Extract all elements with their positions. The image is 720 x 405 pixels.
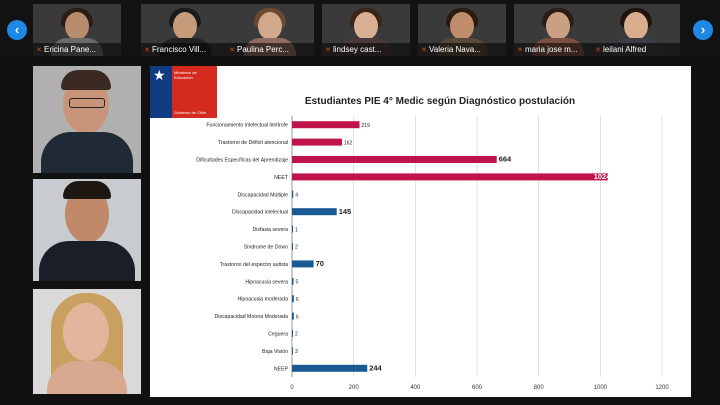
category-label: NEET (274, 175, 289, 181)
bar-value-label: 4 (295, 193, 298, 199)
bar (292, 330, 293, 337)
participant-tile[interactable]: ✕ lindsey cast... (322, 4, 410, 56)
category-label: Dificultades Específicas del Aprendizaje (196, 158, 288, 164)
x-tick-label: 1200 (655, 385, 669, 391)
bar-value-label: 70 (316, 259, 324, 268)
bar (292, 347, 293, 355)
mic-muted-icon: ✕ (517, 47, 523, 54)
category-label: Ceguera (268, 332, 288, 338)
category-label: Baja Visión (262, 349, 288, 355)
speaker-video-1[interactable] (33, 66, 141, 173)
bar (292, 173, 608, 181)
mic-muted-icon: ✕ (144, 47, 150, 54)
bar-value-label: 162 (344, 140, 353, 146)
participant-name: maria jose m... (525, 45, 578, 54)
bar-value-label: 1024 (594, 172, 612, 181)
category-label: Discapacidad Motora Moderada (214, 314, 288, 320)
shared-screen-slide: ★ Ministerio de Educación Gobierno de Ch… (150, 66, 691, 397)
participant-tile[interactable]: ✕ Francisco Vill... (141, 4, 229, 56)
category-label: Discapacidad intelectual (232, 210, 288, 216)
participant-tile[interactable]: ✕ Valeria Nava... (418, 4, 506, 56)
participant-tile[interactable]: ✕ leilani Alfred (592, 4, 680, 56)
x-tick-label: 0 (290, 385, 294, 391)
bar-value-label: 244 (369, 364, 382, 373)
category-label: Hipoacusia moderada (238, 297, 289, 303)
bar-value-label: 6 (296, 314, 299, 320)
bar-value-label: 145 (339, 207, 352, 216)
chart-title: Estudiantes PIE 4° Medic según Diagnósti… (304, 96, 576, 107)
participant-strip: ‹ › ✕ Ericina Pane... ✕ Francisco Vill... … (0, 0, 720, 62)
mic-muted-icon: ✕ (325, 47, 331, 54)
bar (292, 138, 342, 146)
participant-tile[interactable]: ✕ maria jose m... (514, 4, 602, 56)
bar (292, 277, 294, 285)
category-label: Discapacidad Múltiple (238, 192, 289, 198)
category-label: Hipoacusia severa (245, 279, 288, 285)
x-tick-label: 1000 (594, 385, 608, 391)
participant-name: Francisco Vill... (152, 45, 207, 54)
participant-name: lindsey cast... (333, 45, 382, 54)
mic-muted-icon: ✕ (421, 47, 427, 54)
bar (292, 260, 314, 268)
mic-muted-icon: ✕ (229, 47, 235, 54)
participant-tile[interactable]: ✕ Ericina Pane... (33, 4, 121, 56)
participant-name: Ericina Pane... (44, 45, 97, 54)
x-tick-label: 800 (534, 385, 545, 391)
participant-name: Valeria Nava... (429, 45, 481, 54)
bar-value-label: 6 (296, 297, 299, 303)
participant-name: leilani Alfred (603, 45, 647, 54)
category-label: Síndrome de Down (244, 245, 289, 251)
bar (292, 121, 360, 129)
category-label: Disfasia severa (253, 227, 289, 233)
mic-muted-icon: ✕ (595, 47, 601, 54)
bar (292, 364, 368, 372)
bar (292, 190, 294, 198)
category-label: Trastorno de Déficit atencional (218, 140, 288, 146)
mic-muted-icon: ✕ (36, 47, 42, 54)
speaker-video-3[interactable] (33, 289, 141, 394)
bar-value-label: 1 (295, 227, 298, 233)
bar (292, 312, 294, 320)
bar-value-label: 5 (296, 280, 299, 286)
bar-value-label: 2 (295, 245, 298, 251)
category-label: Trastorno del espectro autista (220, 262, 289, 268)
bar-value-label: 664 (499, 155, 512, 164)
bar (292, 208, 337, 216)
category-label: NEEP (274, 366, 289, 372)
prev-page-button[interactable]: ‹ (7, 20, 27, 40)
participant-name: Paulina Perc... (237, 45, 290, 54)
next-page-button[interactable]: › (693, 20, 713, 40)
bar-chart: 0 200 400 600 800 1000 1200 Funcionamiento inte… (196, 116, 669, 391)
ministry-logo: ★ Ministerio de Educación Gobierno de Ch… (150, 66, 217, 118)
participant-tile[interactable]: ✕ Paulina Perc... (226, 4, 314, 56)
bar-value-label: 2 (295, 332, 298, 338)
bar (292, 295, 294, 303)
category-label: Funcionamiento intelectual limítrofe (206, 123, 288, 129)
bar (292, 225, 293, 233)
bar (292, 243, 293, 250)
bar-value-label: 3 (295, 349, 298, 355)
x-tick-label: 600 (472, 385, 483, 391)
bar-value-label: 219 (362, 123, 371, 129)
speaker-video-2[interactable] (33, 179, 141, 281)
star-icon: ★ (153, 67, 166, 83)
x-tick-label: 400 (410, 385, 421, 391)
bar (292, 156, 497, 163)
x-tick-label: 200 (349, 385, 360, 391)
